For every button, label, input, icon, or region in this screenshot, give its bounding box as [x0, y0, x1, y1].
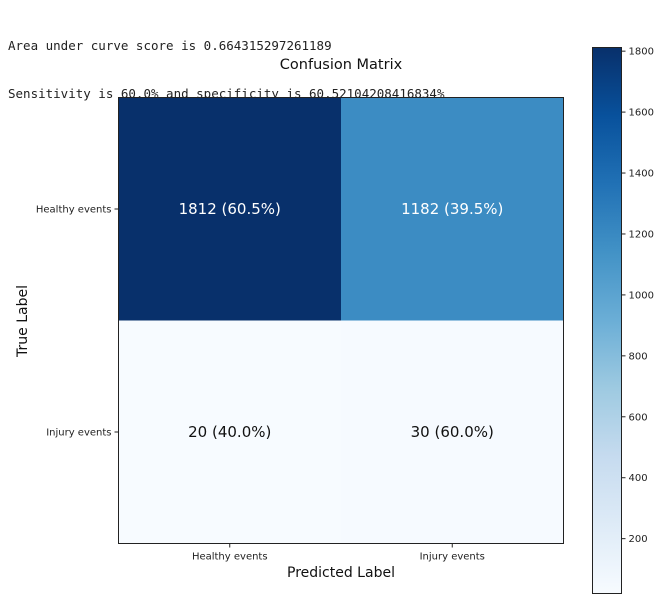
x-tick-label: Injury events — [420, 552, 485, 563]
colorbar-tick-label: 1600 — [629, 108, 654, 119]
heatmap-cell-r1-c0 — [118, 320, 341, 544]
colorbar-tick-label: 600 — [629, 412, 648, 423]
chart-title: Confusion Matrix — [280, 57, 403, 73]
y-axis-label: True Label — [15, 285, 31, 358]
heatmap-cell-r0-c1 — [341, 97, 564, 321]
cell-label-r0-c1: 1182 (39.5%) — [401, 200, 503, 218]
cell-label-r1-c0: 20 (40.0%) — [188, 423, 271, 441]
cell-label-r0-c0: 1812 (60.5%) — [179, 200, 281, 218]
colorbar-tick-label: 800 — [629, 351, 648, 362]
colorbar-tick-label: 200 — [629, 534, 648, 545]
x-tick-label: Healthy events — [192, 552, 268, 563]
colorbar-tick-label: 1800 — [629, 47, 654, 58]
heatmap-cell-r0-c0 — [118, 97, 341, 321]
colorbar-tick-label: 1400 — [629, 169, 654, 180]
colorbar-tick-label: 400 — [629, 473, 648, 484]
auc-score-line: Area under curve score is 0.664315297261… — [8, 38, 332, 53]
colorbar-tick-label: 1000 — [629, 290, 654, 301]
y-axis-ticks: Healthy events Injury events — [36, 205, 119, 439]
y-tick-label: Healthy events — [36, 205, 112, 216]
cell-label-r1-c1: 30 (60.0%) — [411, 423, 494, 441]
colorbar — [592, 47, 622, 594]
y-tick-label: Injury events — [46, 428, 111, 439]
heatmap-cells: 1812 (60.5%) 1182 (39.5%) 20 (40.0%) 30 (60… — [118, 97, 564, 544]
colorbar-tick-label: 1200 — [629, 229, 654, 240]
plot-frame — [118, 97, 564, 544]
colorbar-ticks: 200 400 600 800 1000 1200 1400 1600 1800 — [621, 47, 654, 545]
heatmap-cell-r1-c1 — [341, 320, 564, 544]
x-axis-label: Predicted Label — [287, 565, 395, 581]
x-axis-ticks: Healthy events Injury events — [192, 543, 485, 563]
